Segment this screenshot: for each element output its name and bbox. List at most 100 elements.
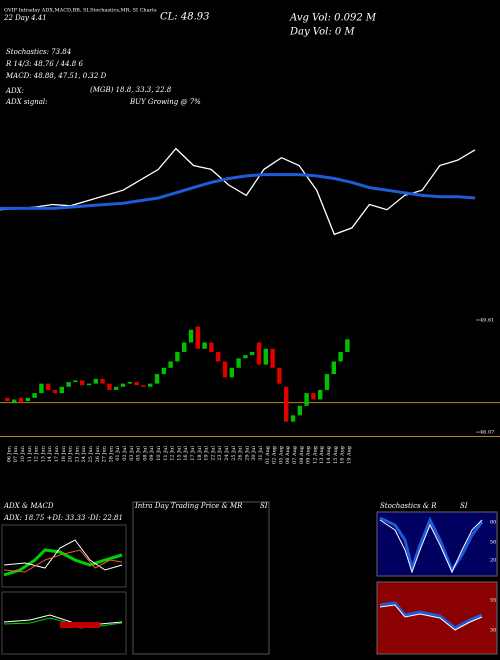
- x-tick-label: 30 Jul: [251, 446, 257, 461]
- candle-body: [32, 393, 37, 398]
- panel-si: SI: [460, 502, 468, 510]
- x-tick-label: 02 Jul: [122, 446, 128, 461]
- x-tick-label: 08 Aug: [299, 445, 305, 464]
- candle-body: [120, 383, 126, 387]
- candle-body: [195, 326, 200, 349]
- line-series: [0, 147, 476, 236]
- candle-body: [297, 405, 302, 416]
- x-tick-label: 10 Jul: [156, 446, 162, 461]
- candle-body: [25, 397, 30, 402]
- stoch-line: [379, 516, 484, 574]
- candle-body: [80, 380, 85, 386]
- candle-body: [107, 383, 112, 390]
- candle-body: [338, 351, 343, 362]
- intraday-panel: [132, 501, 270, 655]
- candle-body: [318, 389, 323, 400]
- candle-body: [134, 382, 139, 386]
- macd: MACD: 48.88, 47.51, 0.32 D: [5, 72, 107, 80]
- candle-body: [46, 383, 51, 390]
- adx: ADX:: [5, 87, 24, 95]
- mgb: (MGB) 18.8, 33.3, 22.8: [90, 86, 172, 94]
- stoch-panel: [376, 511, 498, 577]
- rsi-line: [379, 604, 483, 631]
- candle-body: [141, 385, 146, 387]
- x-tick-label: 14 Jun: [47, 445, 53, 462]
- candle-body: [263, 348, 268, 365]
- panel-title: Stochastics & R: [380, 502, 437, 510]
- candle-body: [256, 342, 262, 365]
- header-line: GVIP Intraday ADX,MACD,BB, SI,Stochastic…: [4, 8, 157, 14]
- candle-body: [93, 378, 98, 384]
- x-tick-label: 31 Jul: [258, 446, 264, 461]
- line-series: [0, 173, 476, 210]
- x-tick-label: 24 Jun: [81, 445, 87, 462]
- x-tick-label: 23 Jul: [217, 446, 223, 461]
- candle-body: [5, 397, 10, 402]
- adx-values: ADX: 18.75 +DI: 33.33 -DI: 22.81: [3, 514, 123, 522]
- x-tick-label: 11 Jul: [163, 446, 169, 461]
- candle-body: [182, 342, 187, 352]
- candle-body: [188, 329, 194, 343]
- adx-panel: [1, 524, 127, 588]
- candle-body: [202, 342, 207, 349]
- candle-body: [154, 374, 160, 384]
- stoch: Stochastics: 73.84: [6, 48, 71, 56]
- close: CL: 48.93: [160, 12, 209, 23]
- x-tick-label: 01 Jul: [115, 446, 121, 461]
- candle-body: [243, 355, 248, 359]
- x-tick-label: 03 Jul: [129, 446, 135, 461]
- candle-body: [284, 386, 289, 422]
- x-tick-label: 08 Jul: [142, 446, 148, 461]
- candle-body: [277, 367, 282, 384]
- x-tick-label: 18 Jun: [61, 445, 67, 462]
- day-vol: Day Vol: 0 M: [289, 27, 355, 38]
- candle-body: [209, 342, 214, 352]
- x-tick-label: 06 Aug: [285, 445, 291, 464]
- x-tick-label: 22 Jul: [210, 446, 216, 461]
- x-tick-label: 12 Jul: [170, 446, 176, 461]
- x-tick-label: 07 Aug: [292, 445, 298, 464]
- y-tick-label: 46.07: [480, 430, 494, 436]
- x-tick-label: 09 Aug: [306, 445, 312, 464]
- candle-body: [59, 386, 64, 394]
- x-tick-label: 14 Aug: [326, 445, 332, 464]
- candle-body: [148, 383, 153, 387]
- x-tick-label: 13 Aug: [319, 445, 325, 464]
- x-tick-label: 13 Jun: [40, 445, 46, 462]
- adx-signal: ADX signal:: [5, 98, 47, 106]
- candle-body: [270, 348, 275, 368]
- candle-body: [345, 339, 350, 352]
- candle-body: [222, 361, 228, 378]
- rsi-tick: 55: [490, 598, 496, 604]
- candle-body: [290, 415, 296, 422]
- candle-body: [66, 382, 71, 387]
- candle-body: [250, 351, 255, 356]
- candle-body: [86, 383, 92, 386]
- x-tick-label: 11 Jun: [27, 445, 33, 462]
- x-tick-label: 28 Jun: [108, 445, 114, 462]
- x-tick-label: 20 Jun: [68, 445, 74, 462]
- candle-body: [311, 393, 316, 400]
- stoch-tick: 80: [490, 520, 496, 526]
- macd-hist: [60, 622, 100, 628]
- x-tick-label: 27 Jun: [102, 445, 108, 462]
- panel-si: SI: [260, 502, 268, 510]
- x-tick-label: 19 Jul: [204, 446, 210, 461]
- panel-title: Intra Day Trading Price & MR: [134, 502, 243, 510]
- panel-title: ADX & MACD: [3, 502, 54, 510]
- x-tick-label: 16 Jul: [183, 446, 189, 461]
- stoch-tick: 20: [490, 558, 496, 564]
- x-tick-label: 17 Jun: [54, 445, 60, 462]
- x-tick-label: 01 Aug: [265, 445, 271, 464]
- rsi-tick: 30: [490, 628, 496, 634]
- candle-body: [114, 386, 119, 390]
- x-tick-label: 29 Jul: [244, 446, 250, 461]
- r: R 14/3: 48.76 / 44.8 6: [5, 60, 83, 68]
- avg-vol: Avg Vol: 0.092 M: [289, 13, 377, 24]
- candle-body: [73, 380, 78, 383]
- di-line: [3, 539, 123, 571]
- x-tick-label: 25 Jul: [231, 446, 237, 461]
- change: 22 Day 4.41: [3, 14, 47, 22]
